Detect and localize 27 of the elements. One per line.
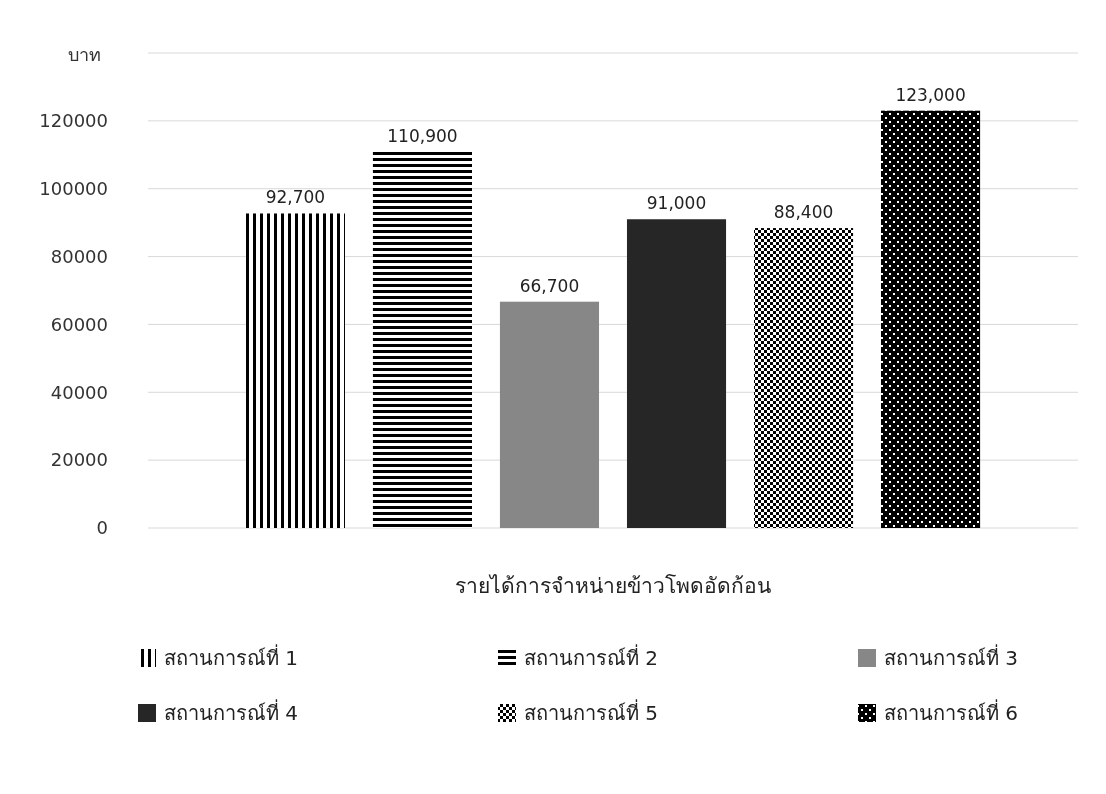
data-label: 92,700 xyxy=(265,187,326,208)
legend-label: สถานการณ์ที่ 1 xyxy=(164,644,299,670)
bar xyxy=(372,151,472,528)
data-label: 110,900 xyxy=(387,125,458,146)
bar xyxy=(881,110,981,528)
y-tick-label: 120000 xyxy=(39,110,108,132)
y-tick-label: 60000 xyxy=(50,313,108,335)
y-tick-label: 0 xyxy=(96,517,108,539)
bar xyxy=(754,228,854,528)
data-label: 66,700 xyxy=(519,275,580,296)
bar xyxy=(626,219,727,528)
legend-label: สถานการณ์ที่ 6 xyxy=(884,699,1019,725)
bar xyxy=(245,213,345,528)
y-axis-title: บาท xyxy=(68,44,101,65)
legend-label: สถานการณ์ที่ 5 xyxy=(524,699,659,725)
legend-label: สถานการณ์ที่ 2 xyxy=(524,644,659,670)
y-tick-label: 40000 xyxy=(50,381,108,403)
data-label: 88,400 xyxy=(773,202,834,223)
bar xyxy=(499,301,600,528)
y-tick-label: 20000 xyxy=(50,449,108,471)
legend-label: สถานการณ์ที่ 4 xyxy=(164,699,299,725)
data-label: 91,000 xyxy=(646,193,707,214)
data-label: 123,000 xyxy=(895,84,966,105)
y-tick-label: 100000 xyxy=(39,178,108,200)
y-tick-label: 80000 xyxy=(50,245,108,267)
legend-label: สถานการณ์ที่ 3 xyxy=(884,644,1019,670)
x-tick-label: รายได้การจำหน่ายข้าวโพดอัดก้อน xyxy=(455,574,771,598)
